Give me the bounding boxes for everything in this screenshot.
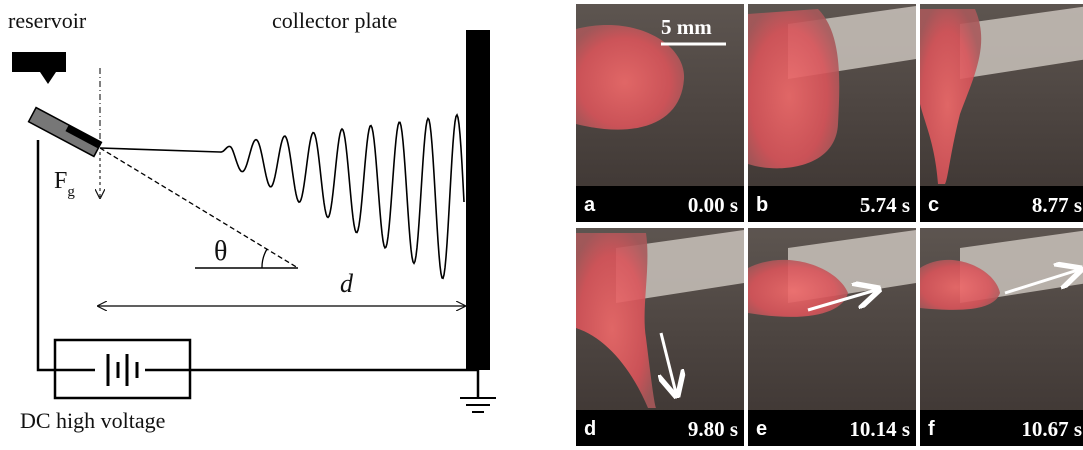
- panel-letter: d: [584, 418, 596, 440]
- panel-time: 8.77 s: [1032, 193, 1082, 217]
- angle-arc: [262, 249, 267, 268]
- photo-panels: a 0.00 s 5 mm b 5.74 s c 8.77 s d 9.80 s e 10.14 s…: [576, 4, 1083, 446]
- source-label: DC high voltage: [20, 408, 165, 433]
- angle-label: θ: [214, 236, 227, 267]
- ground: [460, 398, 496, 412]
- collector-plate: [466, 30, 490, 370]
- droplet: [748, 9, 839, 168]
- nozzle: [29, 108, 102, 157]
- force-symbol: F: [54, 168, 67, 194]
- panel-letter: a: [584, 194, 596, 216]
- panel-letter: f: [928, 418, 935, 440]
- panel-time: 10.67 s: [1021, 417, 1082, 441]
- battery: [95, 354, 145, 386]
- panel-letter: e: [756, 418, 767, 440]
- panel-time: 10.14 s: [849, 417, 910, 441]
- panel-time: 5.74 s: [860, 193, 910, 217]
- force-subscript: g: [67, 184, 75, 200]
- force-label: Fg: [54, 168, 75, 200]
- panel-time: 0.00 s: [688, 193, 738, 217]
- panel-letter: b: [756, 194, 768, 216]
- setup-diagram: reservoir collector plate Fg θ d DC high…: [8, 8, 496, 433]
- scale-bar-label: 5 mm: [661, 15, 712, 39]
- photo: [920, 4, 1083, 222]
- cone-line: [100, 148, 298, 268]
- photo: [748, 4, 916, 222]
- photo: [576, 4, 744, 222]
- distance-label: d: [340, 269, 354, 298]
- photo: [748, 228, 916, 446]
- collector-label: collector plate: [272, 8, 397, 33]
- panel-letter: c: [928, 194, 939, 216]
- reservoir-label: reservoir: [8, 8, 87, 33]
- reservoir: [12, 52, 66, 84]
- figure: reservoir collector plate Fg θ d DC high…: [0, 0, 1083, 450]
- panel-time: 9.80 s: [688, 417, 738, 441]
- photo: [920, 228, 1083, 446]
- jet: [100, 115, 464, 278]
- photo: [576, 228, 744, 446]
